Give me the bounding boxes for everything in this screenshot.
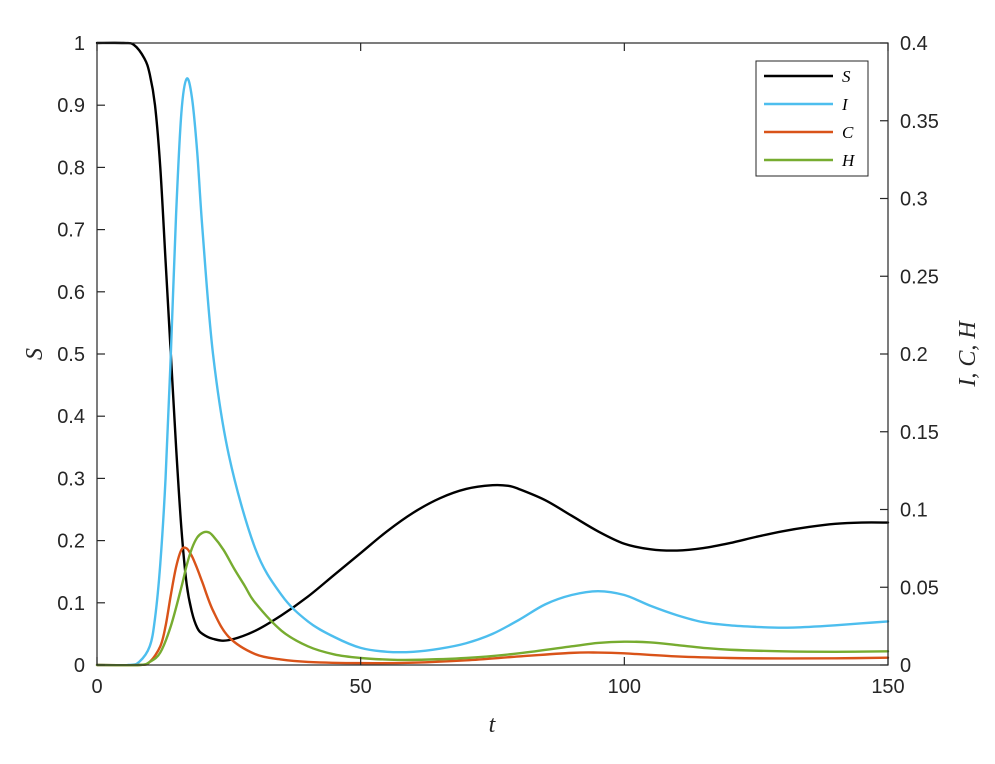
right-y-tick-label: 0.2 (900, 344, 928, 366)
series-layer (95, 41, 890, 667)
x-axis-title: t (489, 712, 497, 738)
left-y-tick-label: 0.2 (57, 531, 85, 553)
left-y-tick-label: 1 (74, 33, 85, 55)
x-tick-label: 0 (91, 676, 102, 698)
x-axis: 0 50 100 150 (91, 43, 905, 698)
right-y-tick-label: 0.3 (900, 189, 928, 211)
left-y-tick-label: 0.5 (57, 344, 85, 366)
x-tick-label: 100 (608, 676, 641, 698)
left-y-axis: 0 0.1 0.2 0.3 0.4 0.5 0.6 0.7 0.8 0.9 1 (57, 33, 105, 677)
series-line-i (95, 77, 890, 667)
x-tick-label: 50 (350, 676, 372, 698)
left-y-tick-label: 0.8 (57, 157, 85, 179)
right-y-axis: 0 0.05 0.1 0.15 0.2 0.25 0.3 0.35 0.4 (880, 33, 939, 677)
left-y-axis-title: S (22, 348, 48, 360)
left-y-tick-label: 0.1 (57, 593, 85, 615)
series-line-c (95, 546, 890, 667)
right-y-tick-label: 0 (900, 655, 911, 677)
series-line-h (95, 530, 890, 667)
left-y-tick-label: 0.4 (57, 406, 85, 428)
right-y-tick-label: 0.4 (900, 33, 928, 55)
right-y-tick-label: 0.35 (900, 111, 939, 133)
legend-label-h: H (841, 151, 856, 170)
left-y-tick-label: 0.3 (57, 468, 85, 490)
left-y-tick-label: 0.9 (57, 95, 85, 117)
right-y-axis-title: I, C, H (955, 320, 981, 388)
left-y-tick-label: 0.6 (57, 282, 85, 304)
legend-label-c: C (842, 123, 854, 142)
legend-label-s: S (842, 67, 851, 86)
legend-box (755, 60, 869, 177)
legend-label-i: I (841, 95, 849, 114)
left-y-tick-label: 0.7 (57, 220, 85, 242)
right-y-tick-label: 0.25 (900, 266, 939, 288)
x-tick-label: 150 (871, 676, 904, 698)
right-y-tick-label: 0.05 (900, 577, 939, 599)
right-y-tick-label: 0.15 (900, 422, 939, 444)
left-y-tick-label: 0 (74, 655, 85, 677)
right-y-tick-label: 0.1 (900, 500, 928, 522)
series-line-s (95, 41, 890, 642)
